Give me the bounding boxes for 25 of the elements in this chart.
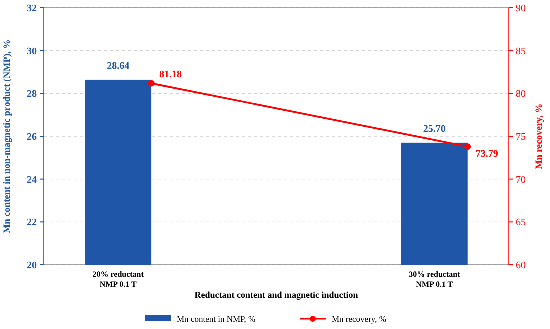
- data-label: 81.18: [160, 70, 182, 81]
- y-tick-label: 22: [27, 218, 37, 229]
- y-tick-label: 30: [27, 46, 37, 58]
- x-tick-label: 20% reductant NMP 0.1 T: [92, 270, 144, 289]
- data-label: 73.79: [476, 148, 498, 160]
- y-tick-label: 28: [27, 89, 37, 100]
- y-tick-label: 32: [27, 4, 37, 14]
- legend-label: Mn content in NMP, %: [177, 314, 256, 324]
- y2-tick-label: 90: [516, 4, 526, 14]
- y2-axis-title: Mn recovery, %: [535, 104, 545, 170]
- y2-tick-label: 80: [516, 89, 526, 100]
- y2-tick-label: 70: [516, 174, 526, 186]
- data-label: 28.64: [107, 60, 130, 72]
- legend-label: Mn recovery, %: [332, 314, 386, 324]
- x-tick-label: 30% reductant NMP 0.1 T: [409, 270, 461, 289]
- y-axis-title: Mn content in non-magnetic product (NMP), %: [3, 40, 13, 234]
- y-tick-label: 26: [27, 132, 37, 143]
- y2-tick-label: 85: [516, 46, 526, 58]
- y2-tick-label: 60: [516, 260, 526, 272]
- data-label: 25.70: [423, 124, 446, 135]
- y-tick-label: 20: [27, 260, 37, 272]
- y-tick-label: 24: [27, 174, 37, 186]
- y2-tick-label: 65: [516, 218, 526, 229]
- x-axis-title: Reductant content and magnetic induction: [194, 290, 358, 300]
- y2-tick-label: 75: [516, 132, 526, 143]
